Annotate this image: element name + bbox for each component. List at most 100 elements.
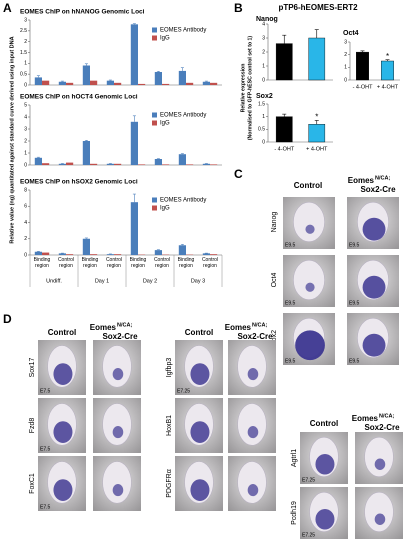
stage-label: E9.5	[285, 358, 296, 364]
bar	[154, 159, 162, 165]
embryo	[102, 461, 132, 504]
x-tick-label: + 4-OHT	[377, 84, 399, 90]
bar	[58, 253, 66, 255]
label-box: Control region	[58, 257, 74, 269]
bar	[130, 24, 138, 85]
bar	[186, 82, 194, 85]
bar	[154, 72, 162, 85]
embryo	[102, 403, 132, 446]
y-tick-label: 0.5	[20, 71, 27, 77]
y-tick-label: 1	[24, 61, 27, 67]
column-header: Sox2-Cre	[360, 185, 396, 194]
y-tick-label: 0	[24, 162, 27, 168]
y-tick-label: 6	[24, 204, 27, 210]
row-label: HoxB1	[166, 415, 173, 436]
bar	[178, 154, 186, 165]
y-tick-label: 0	[24, 252, 27, 258]
staining	[374, 458, 386, 470]
embryo	[237, 403, 267, 446]
row-label: Nanog	[271, 212, 278, 233]
group-label: Day 1	[95, 278, 109, 284]
panel-label: D	[3, 312, 12, 326]
chart-title: Nanog	[256, 16, 278, 23]
chart-title: EOMES ChIP on hOCT4 Genomic Loci	[20, 94, 138, 101]
category-label: Control region	[201, 257, 219, 269]
chart-title: EOMES ChIP on hSOX2 Genomic Loci	[20, 179, 138, 186]
embryo	[237, 345, 267, 388]
y-tick-label: 8	[24, 187, 27, 193]
y-tick-label: 0	[262, 77, 265, 83]
bar	[210, 254, 218, 255]
column-header: Eomes	[348, 176, 375, 185]
label-box: Binding region	[82, 257, 99, 269]
stage-label: E9.5	[349, 242, 360, 248]
row-label: Pcdh19	[291, 501, 298, 525]
y-tick-label: 1	[262, 114, 265, 120]
row-label: PDGFRα	[166, 469, 173, 498]
legend-swatch	[152, 35, 157, 41]
staining	[295, 330, 325, 361]
y-tick-label: 1.5	[20, 50, 27, 56]
y-tick-label: 1	[24, 150, 27, 156]
bar	[82, 141, 90, 165]
row-label: Sox17	[29, 357, 36, 377]
bar	[42, 80, 50, 85]
legend-label: EOMES Antibody	[160, 28, 206, 34]
column-header: Eomes	[225, 323, 252, 332]
bar	[162, 83, 170, 85]
row-label: FoxC1	[29, 473, 36, 494]
column-header: Sox2-Cre	[364, 423, 400, 432]
bar	[308, 124, 326, 143]
y-tick-label: 0.5	[258, 127, 265, 133]
bar	[186, 164, 194, 165]
bar	[202, 163, 210, 165]
bar	[106, 80, 114, 85]
row-label: Oct4	[271, 273, 278, 288]
bar	[138, 83, 146, 85]
group-label: Day 2	[143, 278, 157, 284]
significance-mark: *	[315, 113, 318, 122]
column-header: Control	[48, 328, 76, 337]
stage-label: E7.5	[40, 504, 51, 510]
panel-label: B	[234, 1, 243, 15]
staining	[190, 363, 210, 385]
column-header: Control	[310, 419, 338, 428]
bar	[66, 254, 74, 255]
embryo	[293, 259, 325, 301]
staining	[362, 217, 386, 241]
panel-b-title: pTP6-hEOMES-ERT2	[278, 3, 358, 12]
label-box: Control region	[201, 257, 219, 269]
column-header-sup: N/CA;	[117, 322, 132, 328]
stage-label: E7.25	[177, 388, 190, 394]
bar	[66, 82, 74, 85]
row-label: Fzd8	[29, 418, 36, 434]
x-tick-label: - 4-OHT	[274, 146, 295, 152]
x-tick-label: + 4-OHT	[306, 146, 328, 152]
y-tick-label: 0	[262, 139, 265, 145]
bar	[90, 254, 98, 255]
category-label: Binding region	[129, 257, 147, 269]
bar	[34, 251, 42, 255]
panel-label: A	[3, 1, 12, 15]
bar	[34, 77, 42, 85]
stage-label: E9.5	[349, 300, 360, 306]
bar	[210, 82, 218, 85]
y-tick-label: 0	[344, 77, 347, 83]
legend-swatch	[152, 205, 157, 211]
column-header: Eomes	[352, 414, 379, 423]
y-tick-label: 2	[344, 52, 347, 58]
category-label: Binding region	[177, 257, 195, 269]
bar	[58, 163, 66, 165]
bar	[308, 37, 326, 81]
y-tick-label: 4	[262, 21, 265, 27]
bar	[162, 164, 170, 165]
embryo	[102, 345, 132, 388]
y-axis-label: Relative expression	[240, 64, 246, 113]
bar	[210, 164, 218, 165]
row-label: Agtrl1	[291, 449, 298, 467]
stage-label: E7.25	[302, 477, 315, 483]
row-label: Sox2	[271, 330, 278, 346]
column-header: Control	[185, 328, 213, 337]
bar	[66, 162, 74, 165]
group-label: Day 3	[191, 278, 205, 284]
